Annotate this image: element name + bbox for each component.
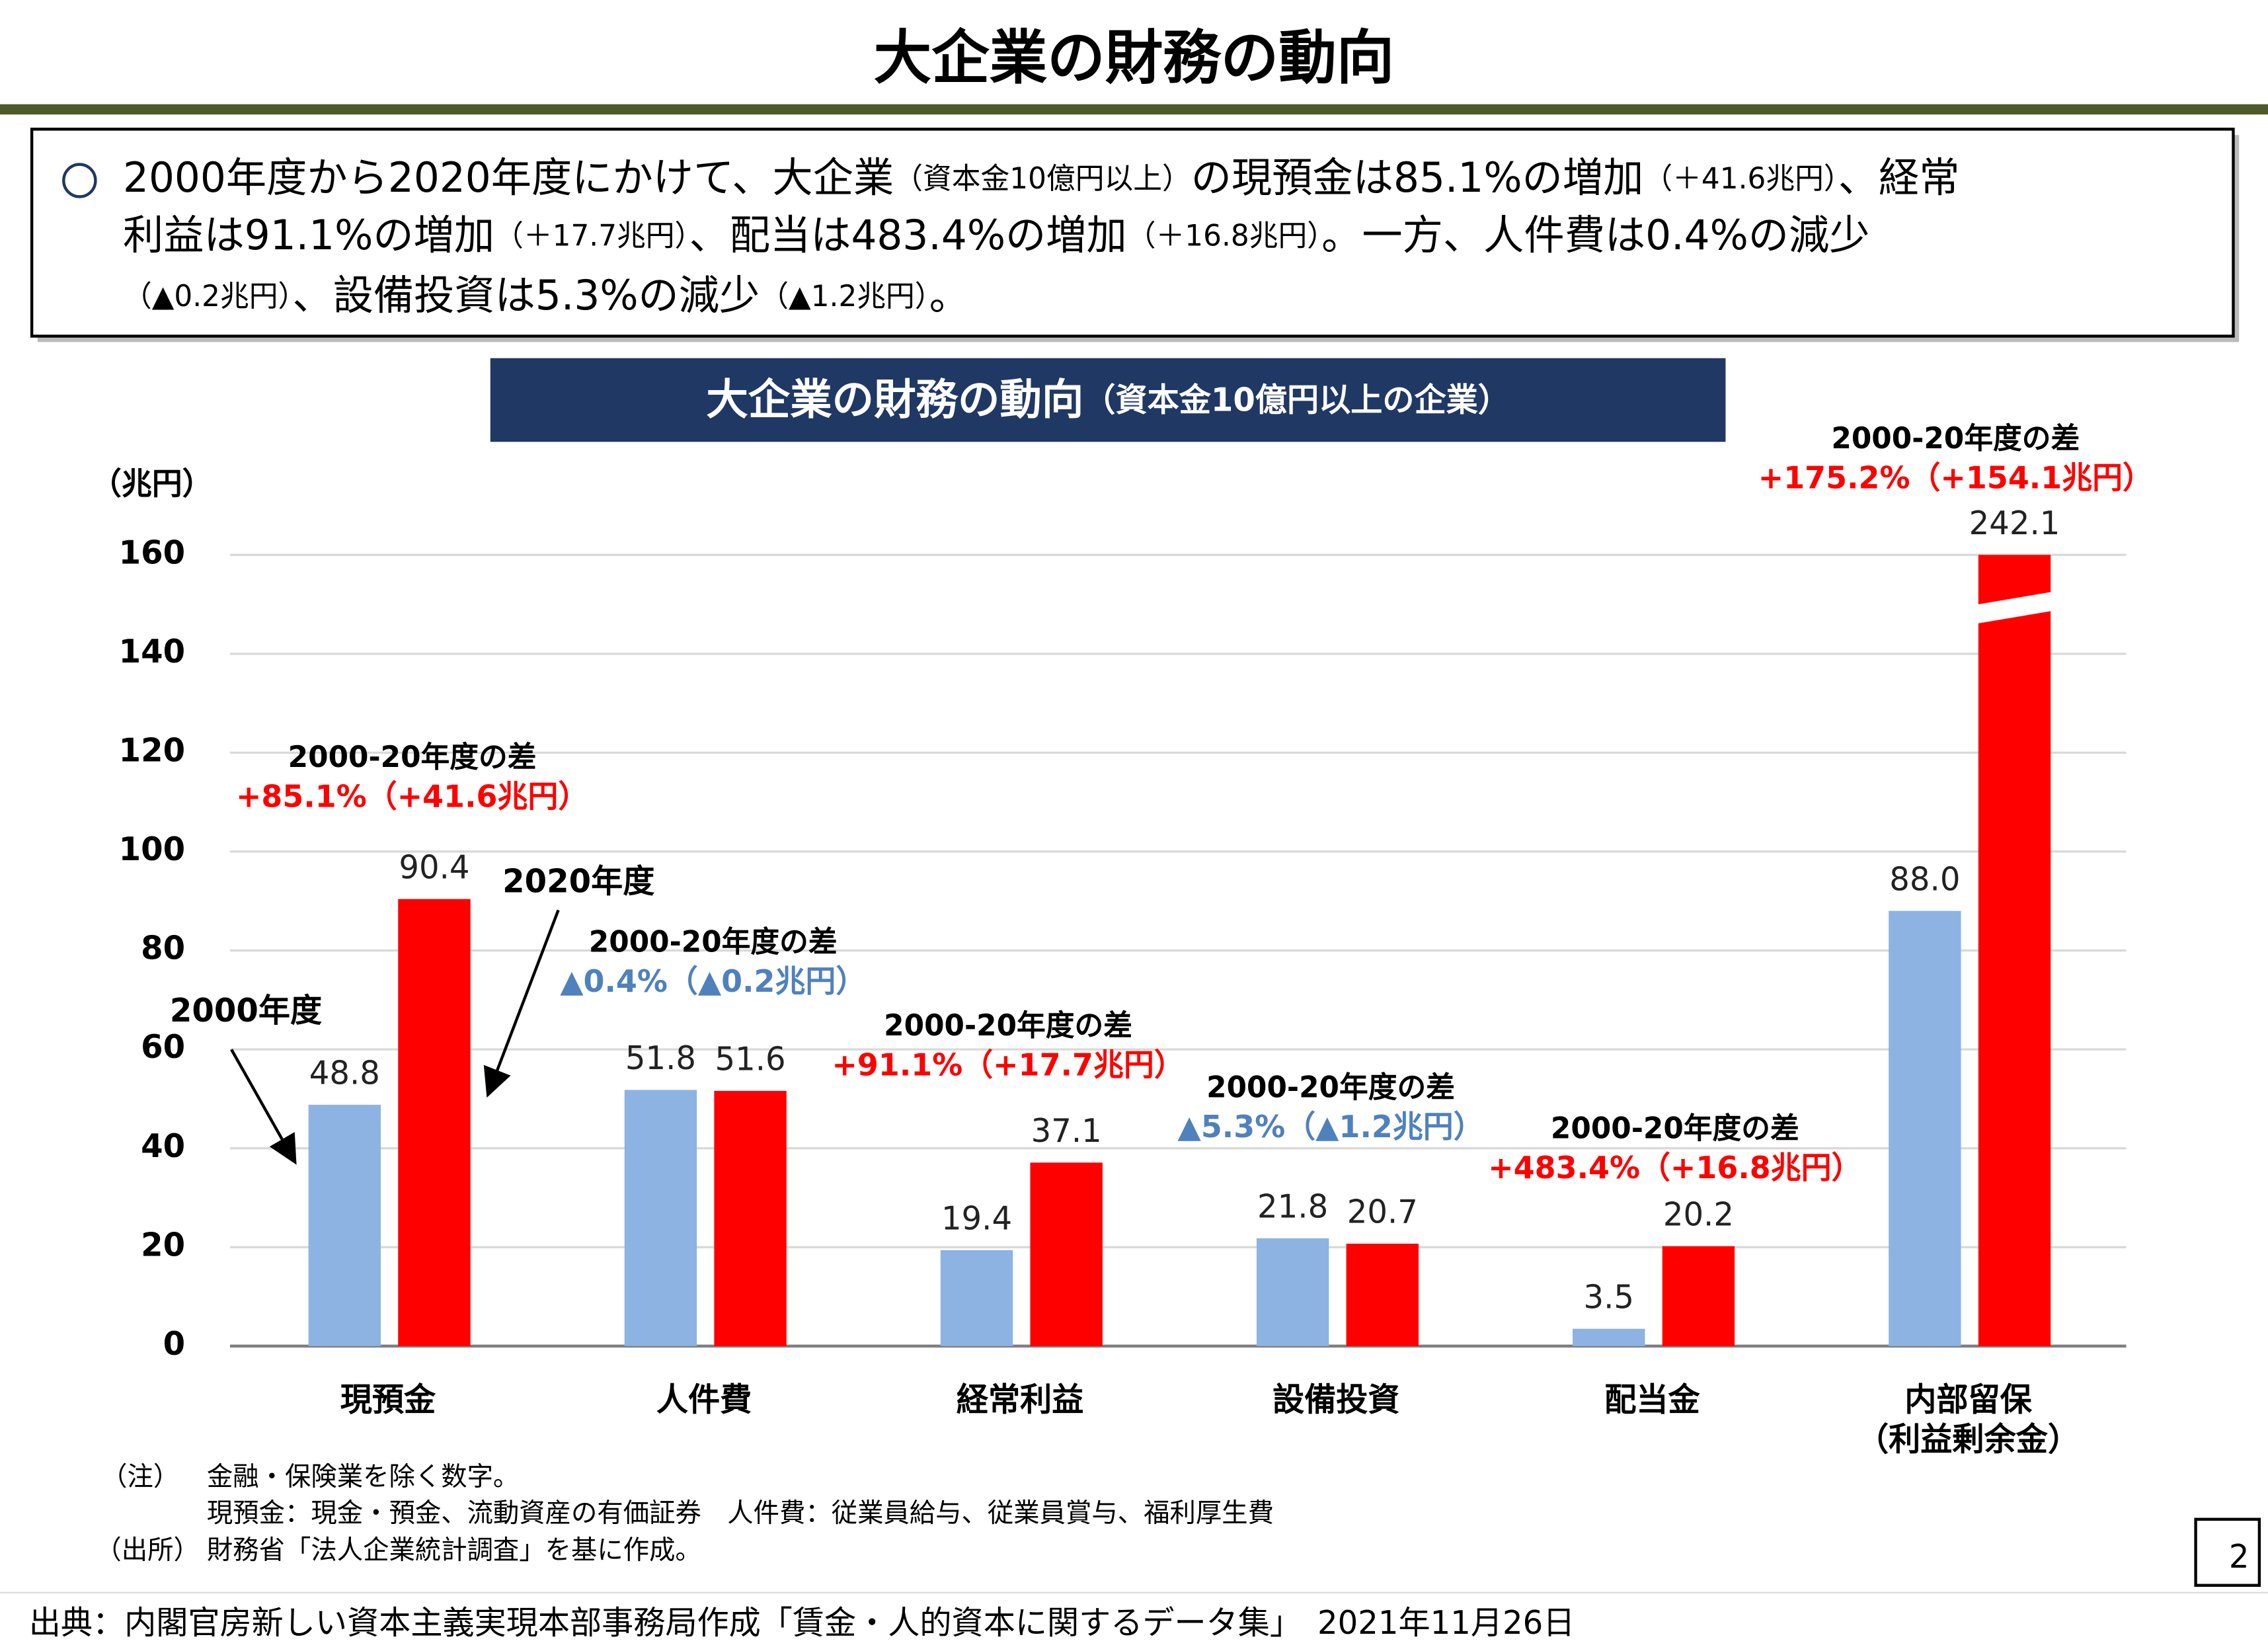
summary-note: （＋41.6兆円） <box>1643 162 1838 196</box>
bar <box>1346 1244 1419 1346</box>
bar <box>940 1250 1013 1346</box>
note-line: 現預金：現金・預金、流動資産の有価証券 人件費：従業員給与、従業員賞与、福利厚生… <box>207 1498 1274 1529</box>
y-tick-label: 120 <box>119 732 185 769</box>
annotation-title: 2000-20年度の差 <box>589 925 838 959</box>
annotation-detail: +85.1%（+41.6兆円） <box>236 778 588 814</box>
y-tick-label: 140 <box>119 633 185 670</box>
page-title: 大企業の財務の動向 <box>874 23 1395 92</box>
y-axis-label: （兆円） <box>91 465 213 501</box>
summary-text: 。一方、人件費は0.4%の減少 <box>1321 211 1869 259</box>
x-tick-label: 経常利益 <box>957 1381 1084 1418</box>
annotation-detail: ▲5.3%（▲1.2兆円） <box>1178 1109 1484 1145</box>
bar <box>1662 1246 1735 1346</box>
value-label: 21.8 <box>1257 1188 1328 1225</box>
bars <box>308 555 2051 1346</box>
summary-text: 利益は91.1%の増加 <box>123 211 494 259</box>
page-number: 2 <box>2229 1539 2249 1576</box>
legend-arrow <box>230 1049 297 1165</box>
x-tick-label: 配当金 <box>1604 1381 1700 1418</box>
legend-arrow <box>483 909 560 1098</box>
summary-text: 、配当は483.4%の増加 <box>689 211 1126 259</box>
summary: 2000年度から2020年度にかけて、大企業（資本金10億円以上）の現預金は85… <box>123 154 1960 319</box>
annotation-title: 2000-20年度の差 <box>1206 1070 1455 1104</box>
bar <box>308 1104 381 1346</box>
bar <box>1889 910 1961 1346</box>
annotation-title: 2000-20年度の差 <box>288 741 537 774</box>
value-label: 20.2 <box>1663 1196 1734 1233</box>
bar <box>1573 1328 1645 1346</box>
note-line: 金融・保険業を除く数字。 <box>207 1461 519 1492</box>
note-label: （注） <box>101 1461 179 1492</box>
axis-break <box>1975 591 2054 624</box>
bar <box>1030 1162 1103 1346</box>
annotation-detail: +175.2%（+154.1兆円） <box>1758 460 2153 495</box>
chart-title-main: 大企業の財務の動向 <box>706 376 1083 425</box>
chart-title: 大企業の財務の動向（資本金10億円以上の企業） <box>706 376 1510 425</box>
summary-note: （▲1.2兆円） <box>760 279 929 313</box>
legend-label: 2020年度 <box>502 863 655 900</box>
annotation-detail: +91.1%（+17.7兆円） <box>832 1047 1184 1082</box>
x-tick-label: 設備投資 <box>1272 1381 1400 1418</box>
summary-line: 利益は91.1%の増加（＋17.7兆円）、配当は483.4%の増加（＋16.8兆… <box>123 211 1870 259</box>
summary-note: （資本金10億円以上） <box>894 162 1191 196</box>
summary-text: 、設備投資は5.3%の減少 <box>292 271 760 319</box>
y-tick-label: 80 <box>141 930 185 967</box>
footer: 出典：内閣官房新しい資本主義実現本部事務局作成「賃金・人的資本に関するデータ集」… <box>29 1604 1575 1641</box>
value-label: 242.1 <box>1969 505 2060 542</box>
y-tick-label: 100 <box>119 831 185 868</box>
summary-note: （▲0.2兆円） <box>123 279 292 313</box>
title-rule <box>0 104 2268 115</box>
y-tick-label: 60 <box>141 1029 185 1066</box>
bar <box>1978 555 2051 1346</box>
y-tick-label: 160 <box>119 534 185 571</box>
source-label: （出所） <box>95 1535 199 1565</box>
summary-line: 2000年度から2020年度にかけて、大企業（資本金10億円以上）の現預金は85… <box>123 154 1960 202</box>
y-tick-label: 40 <box>141 1127 185 1164</box>
plot: 0 20 40 60 80 100 120 140 160 現預金 48.8 90.4 人件費 51.8 5… <box>119 422 2153 1459</box>
chart-title-box <box>490 358 1726 442</box>
summary-text: 2000年度から2020年度にかけて、大企業 <box>123 154 894 202</box>
summary-text: 。 <box>929 271 970 319</box>
value-label: 51.8 <box>625 1040 696 1077</box>
summary-box <box>30 128 2235 338</box>
x-tick-label: 内部留保（利益剰余金） <box>1857 1381 2080 1458</box>
value-label: 90.4 <box>399 849 469 886</box>
summary-text: 、経常 <box>1838 154 1960 202</box>
chart-subtitle: （資本金10億円以上の企業） <box>1083 382 1510 419</box>
x-tick-label: 現預金 <box>340 1381 436 1418</box>
annotation-detail: +483.4%（+16.8兆円） <box>1488 1150 1861 1185</box>
legend-label: 2000年度 <box>170 992 323 1029</box>
value-label: 19.4 <box>941 1200 1012 1237</box>
annotation-title: 2000-20年度の差 <box>1831 422 2080 456</box>
summary-text: の現預金は85.1%の増加 <box>1191 154 1644 202</box>
annotation-title: 2000-20年度の差 <box>884 1009 1132 1043</box>
value-label: 3.5 <box>1583 1279 1634 1316</box>
value-label: 37.1 <box>1031 1113 1102 1150</box>
summary-note: （＋17.7兆円） <box>494 219 689 253</box>
summary-note: （＋16.8兆円） <box>1127 219 1321 253</box>
bar <box>714 1090 787 1346</box>
bullet <box>62 163 97 198</box>
y-tick-label: 0 <box>163 1326 186 1363</box>
value-label: 51.6 <box>715 1041 786 1078</box>
x-tick-label: 人件費 <box>656 1381 752 1418</box>
value-label: 48.8 <box>309 1055 380 1092</box>
bar <box>398 899 471 1346</box>
bar <box>1256 1238 1329 1346</box>
source: 財務省「法人企業統計調査」を基に作成。 <box>207 1535 701 1565</box>
page-number-box <box>2194 1517 2261 1587</box>
bar <box>624 1090 697 1346</box>
annotation-detail: ▲0.4%（▲0.2兆円） <box>560 963 866 999</box>
y-tick-label: 20 <box>141 1226 185 1264</box>
summary-line: （▲0.2兆円）、設備投資は5.3%の減少（▲1.2兆円）。 <box>123 271 970 319</box>
annotation-title: 2000-20年度の差 <box>1551 1111 1799 1145</box>
value-label: 20.7 <box>1347 1193 1418 1230</box>
value-label: 88.0 <box>1889 861 1960 898</box>
